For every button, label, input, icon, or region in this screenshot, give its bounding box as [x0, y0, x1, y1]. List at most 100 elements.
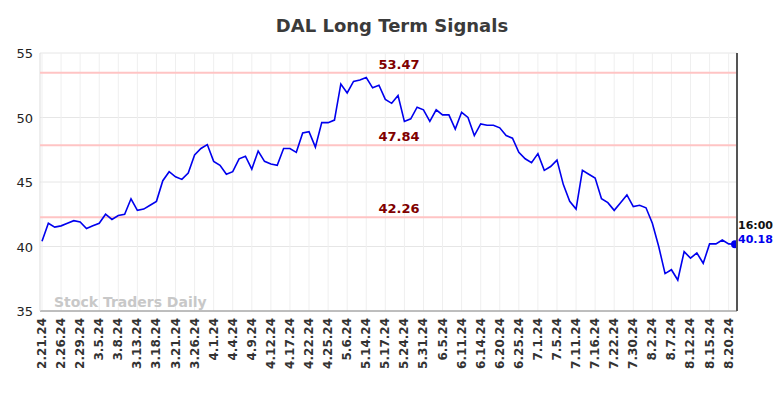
- title: DAL Long Term Signals: [276, 15, 508, 36]
- x-tick-label: 7.1.24: [531, 318, 545, 361]
- level-label: 47.84: [378, 129, 419, 144]
- grid-line: [556, 53, 557, 311]
- grid-line: [633, 53, 634, 311]
- level-label: 53.47: [378, 57, 419, 72]
- x-tick-label: 3.8.24: [111, 318, 125, 361]
- grid-line: [709, 53, 710, 311]
- x-tick-label: 2.29.24: [73, 318, 87, 369]
- x-tick-label: 8.12.24: [683, 318, 697, 369]
- grid-line: [194, 53, 195, 311]
- x-tick-label: 2.26.24: [54, 318, 68, 369]
- x-tick-label: 4.9.24: [245, 318, 259, 361]
- price-line: [42, 78, 735, 281]
- x-tick-label: 4.17.24: [283, 318, 297, 369]
- grid-line: [80, 53, 81, 311]
- x-tick-label: 6.11.24: [455, 318, 469, 369]
- grid-line: [328, 53, 329, 311]
- last-value-label: 40.18: [738, 233, 773, 246]
- grid-line: [537, 53, 538, 311]
- grid-line: [289, 53, 290, 311]
- y-tick-label: 45: [16, 175, 33, 190]
- level-line: [40, 216, 737, 218]
- x-tick-label: 3.13.24: [130, 318, 144, 369]
- y-axis: [40, 53, 41, 311]
- grid-line: [461, 53, 462, 311]
- x-tick-label: 6.25.24: [512, 318, 526, 369]
- grid-line: [40, 246, 737, 247]
- grid-line: [251, 53, 252, 311]
- grid-line: [156, 53, 157, 311]
- grid-line: [40, 53, 737, 54]
- x-tick-label: 5.24.24: [397, 318, 411, 369]
- plot-area: [42, 78, 737, 281]
- x-tick-label: 6.20.24: [493, 318, 507, 369]
- x-tick-label: 5.6.24: [340, 318, 354, 361]
- x-tick-label: 8.2.24: [645, 318, 659, 361]
- grid-line: [480, 53, 481, 311]
- grid-line: [499, 53, 500, 311]
- x-tick-label: 8.15.24: [703, 318, 717, 369]
- x-tick-label: 3.26.24: [188, 318, 202, 369]
- x-tick-label: 4.1.24: [207, 318, 221, 361]
- grid-line: [366, 53, 367, 311]
- grid-line: [404, 53, 405, 311]
- x-tick-label: 7.30.24: [626, 318, 640, 369]
- current-line: [736, 53, 738, 311]
- time-label: 16:00: [738, 219, 773, 232]
- x-tick-label: 4.25.24: [321, 318, 335, 369]
- grid-line: [671, 53, 672, 311]
- x-tick-label: 6.14.24: [474, 318, 488, 369]
- grid-line: [309, 53, 310, 311]
- x-tick-label: 4.22.24: [302, 318, 316, 369]
- grid-line: [213, 53, 214, 311]
- x-tick-label: 5.31.24: [416, 318, 430, 369]
- grid-line: [232, 53, 233, 311]
- grid-line: [595, 53, 596, 311]
- x-tick-label: 3.21.24: [169, 318, 183, 369]
- grid-line: [40, 117, 737, 118]
- grid-line: [118, 53, 119, 311]
- x-axis: [40, 311, 737, 312]
- x-tick-label: 2.21.24: [35, 318, 49, 369]
- y-tick-label: 35: [16, 304, 33, 319]
- grid-line: [40, 311, 737, 312]
- grid-line: [99, 53, 100, 311]
- grid-line: [61, 53, 62, 311]
- x-tick-label: 4.12.24: [264, 318, 278, 369]
- y-tick-label: 55: [16, 46, 33, 61]
- x-tick-label: 3.5.24: [92, 318, 106, 361]
- x-tick-label: 7.11.24: [569, 318, 583, 369]
- x-tick-label: 6.5.24: [436, 318, 450, 361]
- background: [0, 0, 784, 398]
- grid-line: [728, 53, 729, 311]
- chart: DAL Long Term Signals 35 40 45 50 55 2.21.24 2.…: [0, 0, 784, 398]
- grid-line: [385, 53, 386, 311]
- level-label: 42.26: [378, 201, 419, 216]
- x-tick-label: 8.7.24: [664, 318, 678, 361]
- x-tick-label: 5.14.24: [359, 318, 373, 369]
- x-tick-label: 7.5.24: [550, 318, 564, 361]
- x-tick-label: 3.18.24: [149, 318, 163, 369]
- grid-line: [270, 53, 271, 311]
- grid-line: [137, 53, 138, 311]
- x-tick-label: 7.22.24: [607, 318, 621, 369]
- x-tick-label: 5.17.24: [378, 318, 392, 369]
- grid-line: [576, 53, 577, 311]
- grid-line: [614, 53, 615, 311]
- x-tick-label: 8.20.24: [722, 318, 736, 369]
- grid-line: [442, 53, 443, 311]
- level-line: [40, 72, 737, 74]
- level-line: [40, 144, 737, 146]
- grid-line: [175, 53, 176, 311]
- x-tick-label: 4.4.24: [226, 318, 240, 361]
- x-tick-label: 7.16.24: [588, 318, 602, 369]
- grid-line: [690, 53, 691, 311]
- grid-line: [42, 53, 43, 311]
- grid-line: [40, 182, 737, 183]
- y-tick-label: 50: [16, 111, 33, 126]
- watermark: Stock Traders Daily: [54, 294, 207, 310]
- y-tick-label: 40: [16, 240, 33, 255]
- grid-line: [423, 53, 424, 311]
- grid-line: [518, 53, 519, 311]
- grid-line: [652, 53, 653, 311]
